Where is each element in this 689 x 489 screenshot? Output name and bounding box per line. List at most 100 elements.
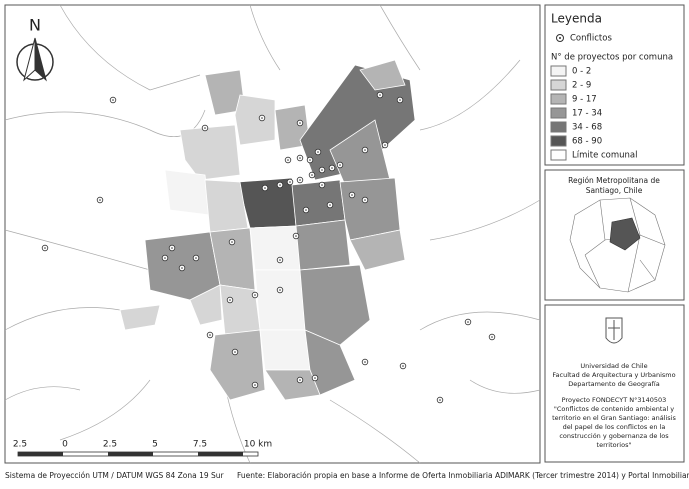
conflict-point-center [364,149,366,151]
legend-boundary: Límite comunal [572,151,638,161]
class-swatch [550,135,567,147]
class-swatch [550,121,567,133]
scale-label: 2.5 [103,440,117,450]
map-area [4,4,541,464]
conflict-point-center [439,399,441,401]
class-label: 9 - 17 [572,95,597,105]
legend-title: Leyenda [551,12,602,26]
commune [339,177,401,241]
project-line: territorios" [597,441,632,449]
conflict-point-center [204,127,206,129]
commune [179,124,241,181]
commune [299,64,416,181]
project-line: del papel de los conflictos en la [563,423,666,431]
conflict-point-center [295,235,297,237]
scale-bar: 2.5 0 2.5 5 7.5 10 km [13,440,272,457]
boundary-swatch [550,149,567,161]
institution-line: Departamento de Geografía [568,380,659,388]
conflict-point-center [321,184,323,186]
commune [209,329,266,401]
conflict-point-center [209,334,211,336]
conflict-point-center [279,184,281,186]
commune [359,59,406,91]
commune-boundary [4,386,81,401]
inset-title: Región Metropolitana de [568,176,660,185]
commune-boundary [4,307,121,331]
scale-label: 7.5 [193,440,207,450]
conflict-point-center [491,336,493,338]
legend-classes: 0 - 2 2 - 9 9 - 17 17 - 34 34 - 68 68 - 90 [550,65,602,147]
commune [254,269,306,331]
conflict-point-center [399,99,401,101]
commune [259,329,311,371]
class-label: 34 - 68 [572,123,602,133]
commune [349,229,406,271]
footer-source: Fuente: Elaboración propia en base a Inf… [237,471,689,480]
footer-projection: Sistema de Proyección UTM / DATUM WGS 84… [5,471,225,480]
commune [119,304,161,331]
commune-boundary [419,59,521,131]
conflict-point-center [231,241,233,243]
commune-boundary [429,199,541,241]
conflict-point-center [254,384,256,386]
conflict-point-center [195,257,197,259]
institution-logo [605,317,623,344]
conflict-point-center [321,169,323,171]
institution-line: Universidad de Chile [580,362,647,370]
conflict-point-center [384,144,386,146]
commune-boundary [249,4,281,71]
class-label: 0 - 2 [572,67,591,77]
commune [295,219,351,271]
conflict-point-center [402,365,404,367]
conflict-point-center [351,194,353,196]
commune [234,94,276,146]
class-label: 17 - 34 [572,109,602,119]
class-swatch [550,107,567,119]
conflict-point-center [264,187,266,189]
scale-label: 0 [62,440,68,450]
conflict-point-center [254,294,256,296]
conflict-point-center [112,99,114,101]
conflict-point-center [279,289,281,291]
conflict-point-center [311,174,313,176]
class-swatch [550,93,567,105]
conflict-point-center [317,151,319,153]
conflict-point-center [339,164,341,166]
north-arrow: N [16,16,54,82]
north-label: N [29,16,41,35]
commune-boundary [379,4,421,71]
commune [189,284,223,326]
scale-label: 10 km [244,440,272,450]
conflict-point-center [287,159,289,161]
conflict-point-center [289,181,291,183]
conflict-point-center [467,321,469,323]
commune-boundary [59,379,151,441]
conflict-point-center [234,351,236,353]
scale-label: 5 [152,440,158,450]
conflict-point-center [164,257,166,259]
class-swatch [550,65,567,77]
class-label: 68 - 90 [572,137,602,147]
commune-boundary [329,399,421,464]
conflict-point-center [329,204,331,206]
inset-title: Santiago, Chile [586,186,643,195]
conflict-point-center [299,179,301,181]
conflict-point-center [331,167,333,169]
conflict-point-center [279,259,281,261]
commune-boundary [469,379,541,394]
inset-map [569,197,666,293]
legend-conflicts: Conflictos [570,34,612,44]
conflict-point-center [314,377,316,379]
conflict-point-center [299,122,301,124]
commune [291,179,346,227]
conflict-point-center [99,199,101,201]
conflict-point-center [181,267,183,269]
conflict-point-center [379,94,381,96]
commune-boundary [4,229,151,271]
commune [264,369,321,401]
conflict-point-center [261,117,263,119]
project-line: "Conflictos de contenido ambiental y [554,405,674,413]
conflict-point-center [305,209,307,211]
